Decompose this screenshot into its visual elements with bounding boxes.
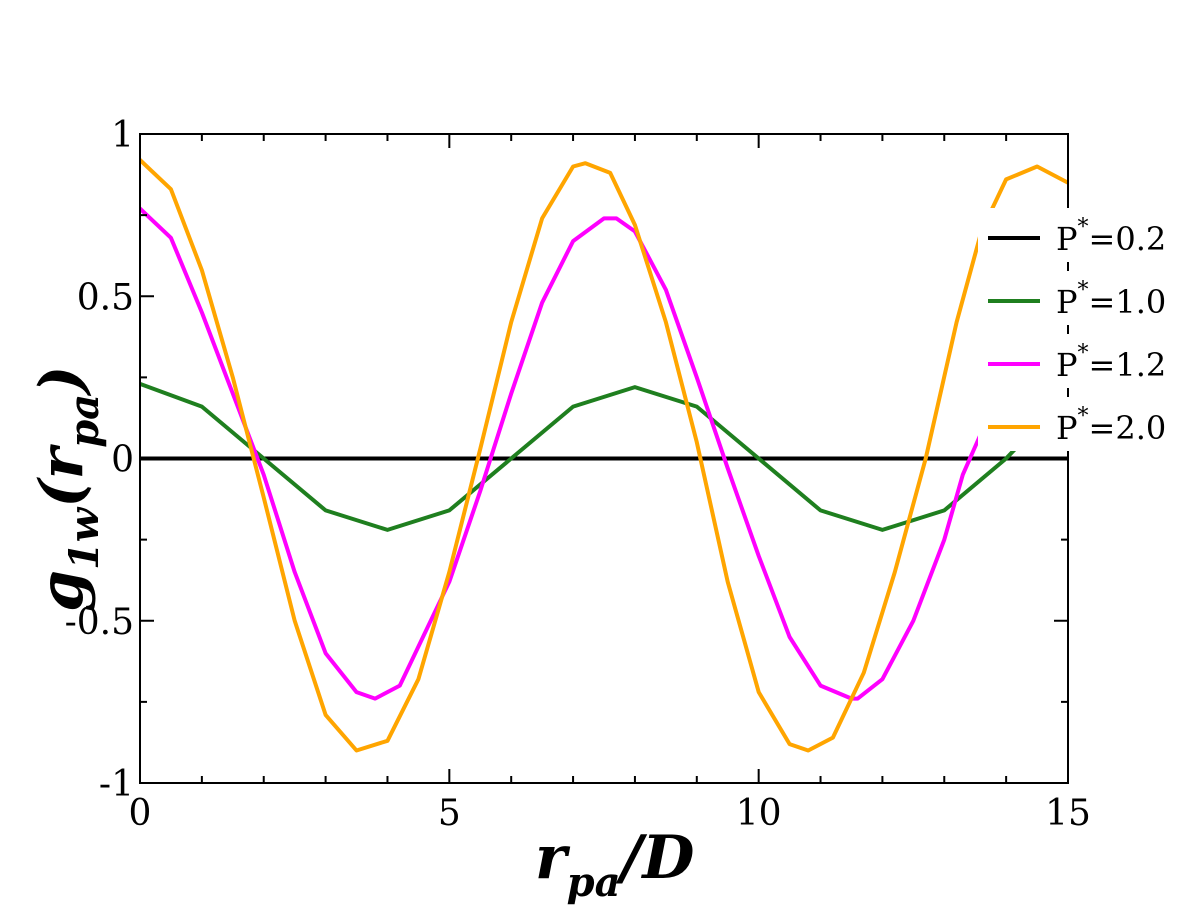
x-axis-label-sub: pa	[567, 859, 621, 906]
y-tick-label: 1	[111, 115, 134, 156]
series-line-4	[140, 158, 1068, 753]
series-line-2	[140, 381, 1040, 532]
legend-bg	[978, 208, 1184, 262]
y-tick-label: 0.5	[77, 277, 134, 318]
legend-label: P*=1.0	[1056, 278, 1166, 321]
y-axis-label-mid: (r	[27, 443, 97, 507]
x-tick-label: 0	[129, 793, 152, 834]
x-axis-label-main: r	[535, 823, 571, 893]
x-tick-label: 10	[736, 793, 782, 834]
y-axis-label: g1w(rpa)	[27, 366, 108, 613]
legend-label: P*=0.2	[1056, 215, 1166, 258]
x-tick-label: 5	[438, 793, 461, 834]
y-axis-label-sub2: pa	[61, 394, 108, 448]
y-axis: -1 -0.5 0 0.5 1	[65, 115, 1068, 805]
x-axis: 0 5 10 15	[129, 134, 1091, 834]
y-tick-label: -0.5	[65, 602, 134, 643]
y-tick-label: 0	[111, 440, 134, 481]
y-axis-label-sub: 1w	[61, 506, 108, 570]
legend-bg	[978, 271, 1184, 325]
y-axis-label-main: g	[27, 570, 97, 612]
x-tick-label: 15	[1045, 793, 1091, 834]
legend: P*=0.2 P*=1.0 P*=1.2 P*=2.0	[978, 208, 1184, 451]
series-line-3	[140, 206, 984, 701]
legend-bg	[978, 397, 1184, 451]
y-tick-label: -1	[99, 764, 134, 805]
x-axis-label: rpa/D	[535, 823, 694, 906]
legend-label: P*=2.0	[1056, 404, 1166, 447]
legend-label: P*=1.2	[1056, 341, 1166, 384]
x-axis-label-tail: /D	[616, 823, 695, 893]
plot-area	[139, 133, 1069, 784]
legend-bg	[978, 334, 1184, 388]
y-axis-label-tail: )	[27, 366, 97, 397]
